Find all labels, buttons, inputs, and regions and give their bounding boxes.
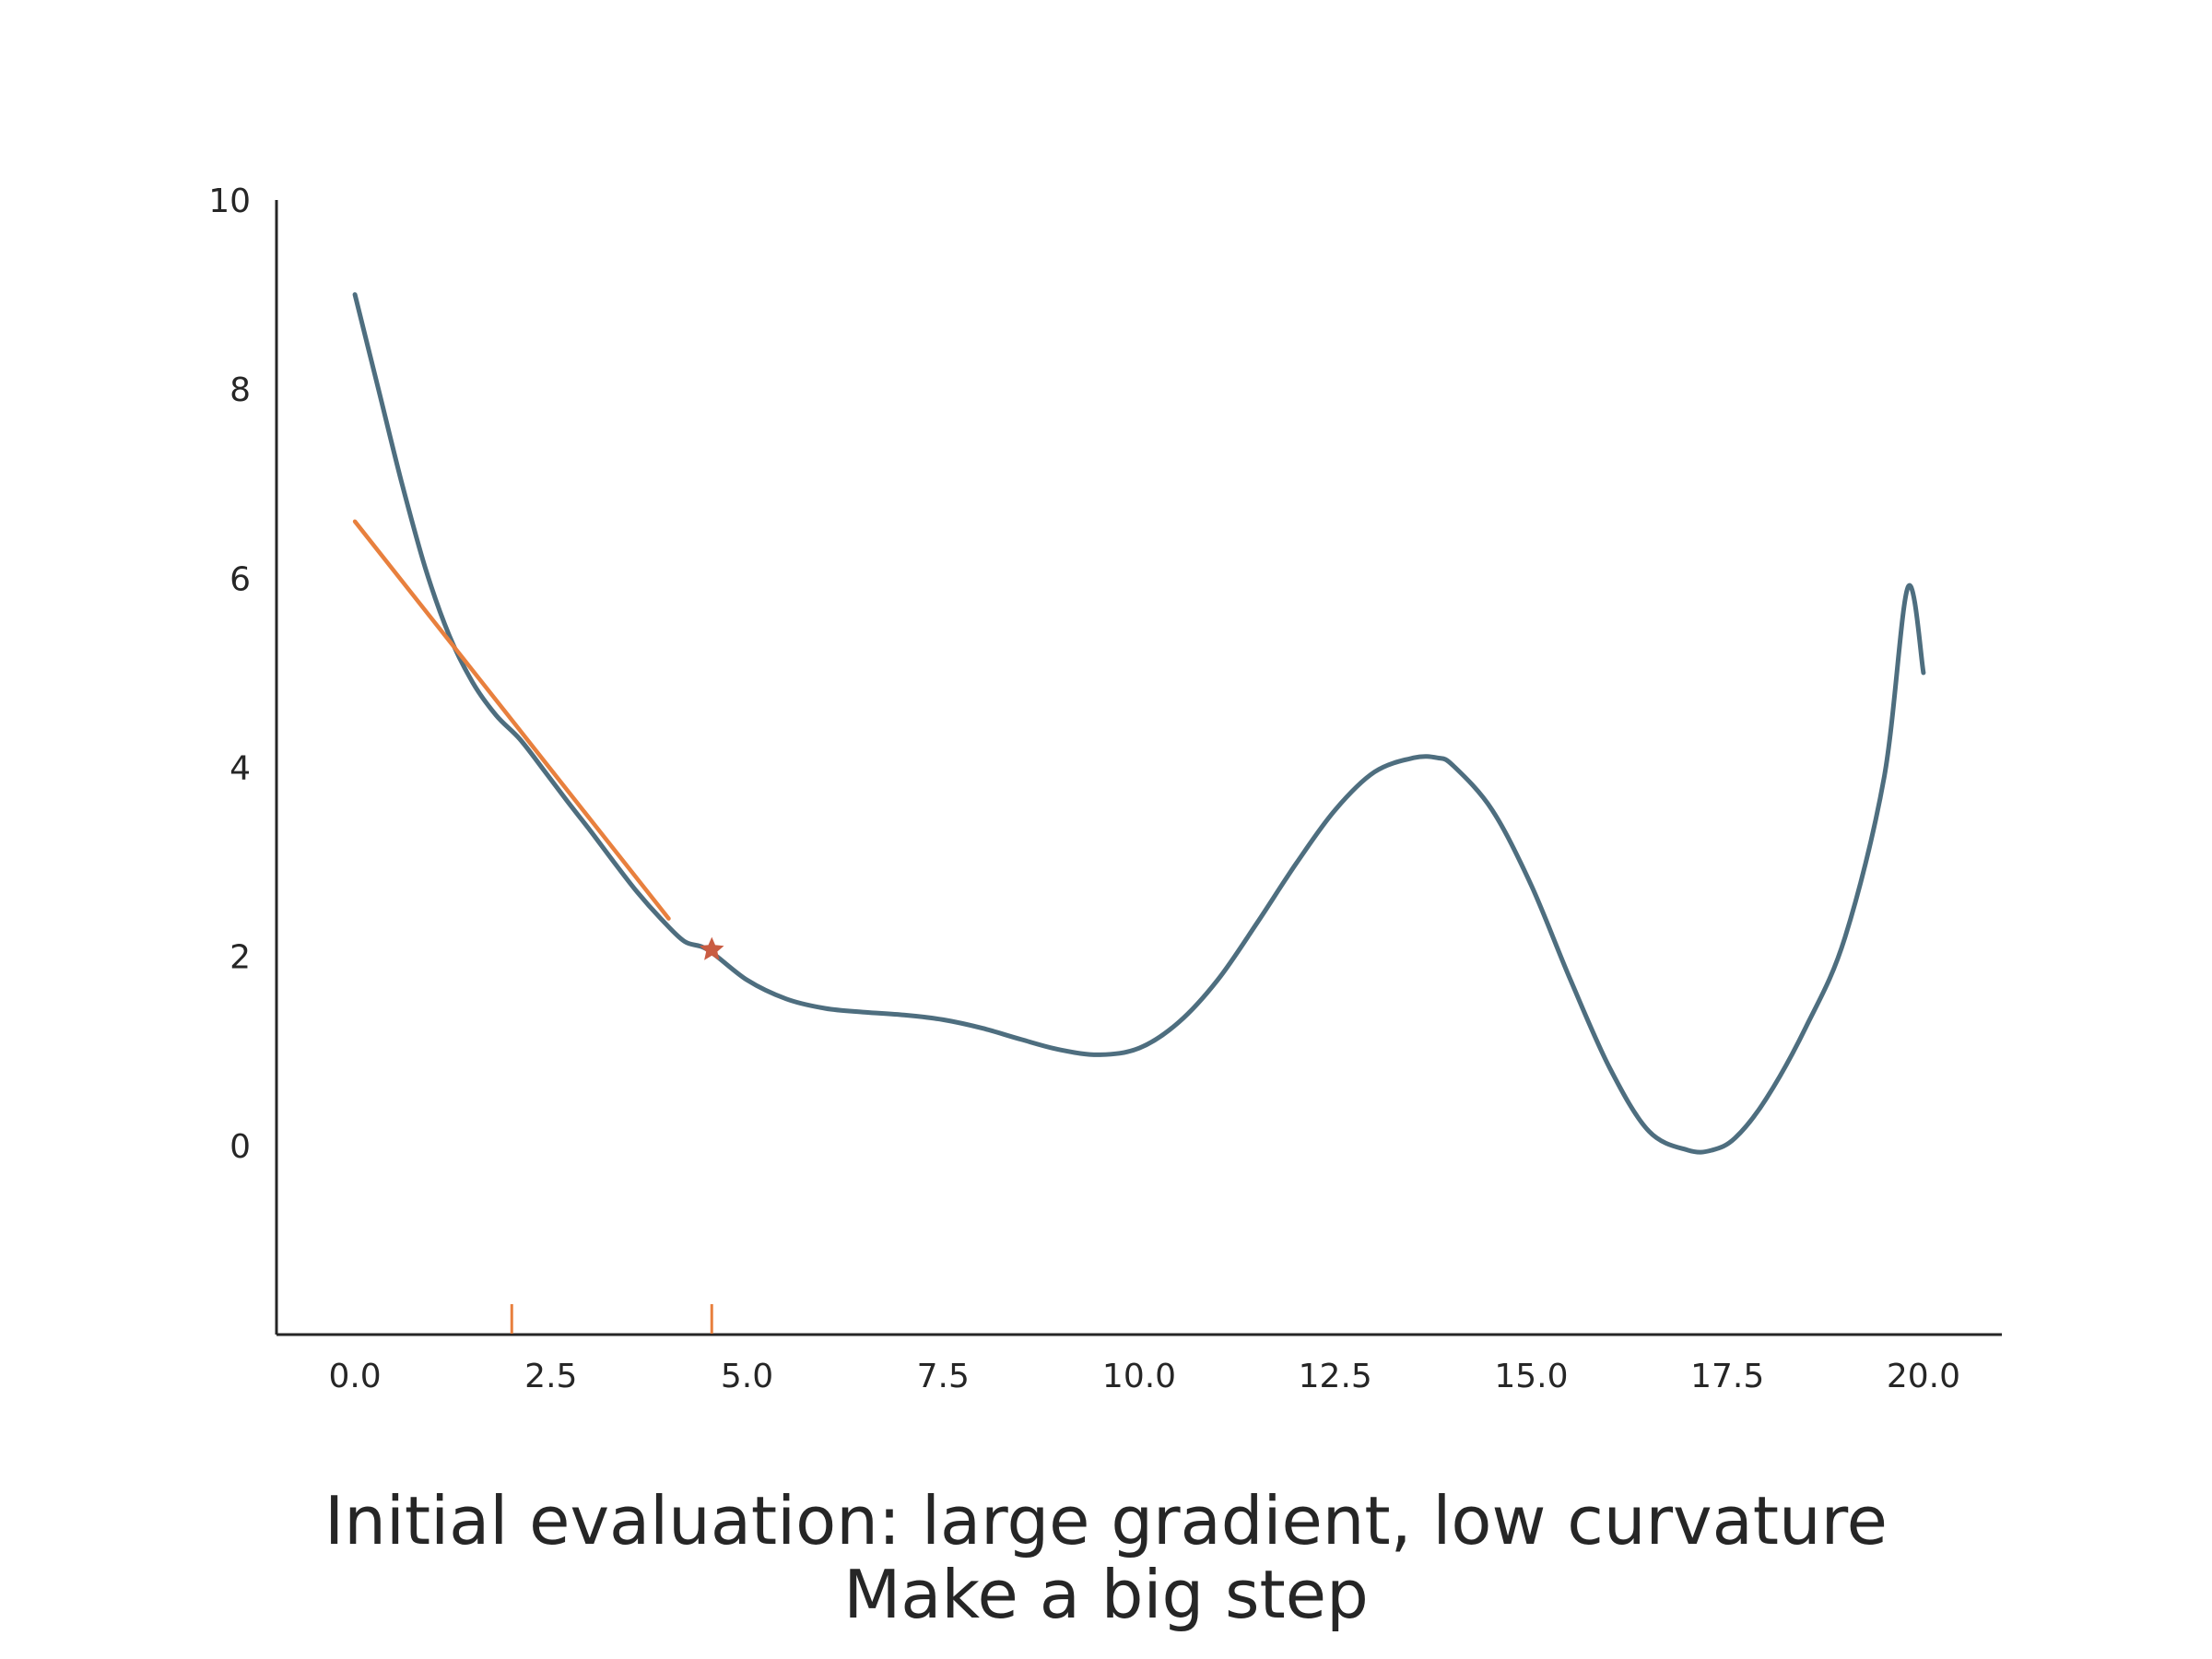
x-tick-label: 5.0 bbox=[721, 1358, 773, 1395]
point-marker bbox=[699, 936, 724, 960]
x-tick-label: 0.0 bbox=[328, 1358, 381, 1395]
plot-series bbox=[352, 292, 1926, 1155]
current-point-star-marker bbox=[699, 936, 724, 960]
x-tick-label: 10.0 bbox=[1102, 1358, 1176, 1395]
objective-curve-line bbox=[352, 292, 1926, 1155]
y-tick-label: 0 bbox=[229, 1128, 251, 1166]
x-tick-label: 15.0 bbox=[1494, 1358, 1568, 1395]
rug-marks bbox=[510, 1304, 713, 1334]
x-tick-label: 17.5 bbox=[1690, 1358, 1764, 1395]
x-tick-label: 2.5 bbox=[524, 1358, 577, 1395]
caption-line-2: Make a big step bbox=[843, 1556, 1369, 1633]
x-tick-label: 12.5 bbox=[1299, 1358, 1372, 1395]
tangent-line bbox=[352, 519, 671, 921]
axes bbox=[275, 200, 2002, 1336]
x-tick-label: 20.0 bbox=[1887, 1358, 1960, 1395]
y-tick-label: 8 bbox=[229, 371, 251, 409]
tick-labels: 0.0 2.5 5.0 7.5 10.0 12.5 15.0 17.5 20.0 0 2 4 6 8 10 bbox=[208, 182, 1960, 1395]
y-tick-label: 10 bbox=[208, 182, 251, 220]
y-tick-label: 4 bbox=[229, 750, 251, 788]
caption-line-1: Initial evaluation: large gradient, low … bbox=[324, 1482, 1888, 1559]
x-tick-label: 7.5 bbox=[917, 1358, 970, 1395]
y-tick-label: 2 bbox=[229, 939, 251, 977]
y-tick-label: 6 bbox=[229, 560, 251, 598]
